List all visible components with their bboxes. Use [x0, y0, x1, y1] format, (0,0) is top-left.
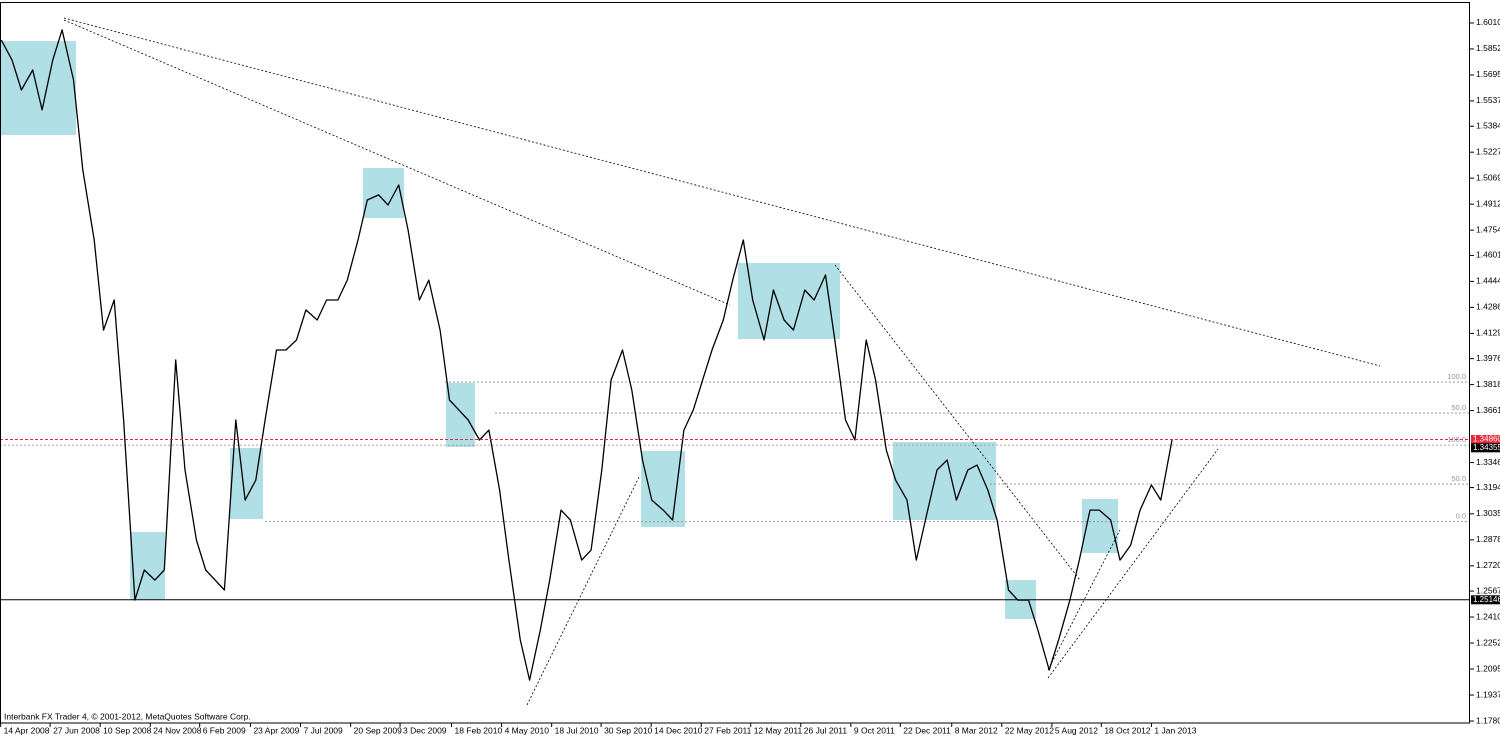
x-tick-label: 1 Jan 2013: [1154, 725, 1196, 735]
y-tick-label: 1.27205: [1476, 560, 1500, 570]
y-tick-label: 1.56950: [1476, 69, 1500, 79]
level-label: 0.0: [1456, 512, 1466, 521]
y-tick-label: 1.52270: [1476, 146, 1500, 156]
x-tick-label: 8 Mar 2012: [955, 725, 998, 735]
y-tick-label: 1.17800: [1476, 715, 1500, 725]
zone: [446, 383, 475, 447]
price-tag: [1471, 595, 1500, 605]
x-tick-label: 12 May 2011: [754, 725, 803, 735]
price-tag-label: 1.25146: [1473, 595, 1500, 604]
x-tick-label: 10 Sep 2008: [103, 725, 151, 735]
x-tick-label: 7 Jul 2009: [304, 725, 343, 735]
y-tick-label: 1.22525: [1476, 637, 1500, 647]
level-label: 100.0: [1447, 372, 1466, 381]
plot-frame: [0, 2, 1470, 724]
y-tick-label: 1.33460: [1476, 457, 1500, 467]
zone: [363, 168, 404, 218]
x-tick-label: 23 Apr 2009: [253, 725, 299, 735]
x-tick-label: 18 Oct 2012: [1104, 725, 1151, 735]
trendline: [63, 19, 731, 306]
x-tick-label: 22 May 2012: [1005, 725, 1054, 735]
x-tick-label: 20 Sep 2009: [354, 725, 402, 735]
y-tick-label: 1.41290: [1476, 328, 1500, 338]
x-tick-label: 27 Feb 2011: [704, 725, 751, 735]
level-label: 50.0: [1451, 474, 1466, 483]
y-tick-label: 1.50695: [1476, 172, 1500, 182]
x-tick-label: 22 Dec 2011: [903, 725, 951, 735]
x-tick-label: 27 Jun 2008: [53, 725, 100, 735]
y-tick-label: 1.42865: [1476, 302, 1500, 312]
zone: [130, 532, 165, 600]
x-tick-label: 18 Feb 2010: [454, 725, 502, 735]
x-tick-label: 30 Sep 2010: [604, 725, 652, 735]
y-tick-label: 1.44440: [1476, 276, 1500, 286]
trendline: [526, 474, 641, 706]
x-tick-label: 24 Nov 2008: [153, 725, 201, 735]
price-tag-label: 1.34860: [1473, 435, 1500, 444]
zone: [893, 442, 996, 520]
zone: [0, 41, 76, 135]
trendline: [63, 17, 1381, 367]
price-tag: [1471, 443, 1500, 453]
y-tick-label: 1.47545: [1476, 224, 1500, 234]
x-tick-label: 18 Jul 2010: [555, 725, 599, 735]
y-tick-label: 1.46015: [1476, 250, 1500, 260]
y-tick-label: 1.55375: [1476, 95, 1500, 105]
x-tick-label: 6 Feb 2009: [203, 725, 246, 735]
zone: [738, 263, 840, 339]
zone: [230, 448, 263, 519]
y-tick-label: 1.25675: [1476, 585, 1500, 595]
y-tick-label: 1.31945: [1476, 482, 1500, 492]
trendlines: [63, 17, 1381, 706]
y-tick-label: 1.28780: [1476, 534, 1500, 544]
zone: [641, 451, 685, 527]
y-tick-label: 1.60100: [1476, 17, 1500, 27]
x-tick-label: 3 Dec 2009: [403, 725, 447, 735]
trendline: [834, 264, 1081, 581]
y-tick-label: 1.19375: [1476, 689, 1500, 699]
x-tick-label: 14 Dec 2010: [654, 725, 702, 735]
y-tick-label: 1.53840: [1476, 121, 1500, 131]
plot: 100.050.0100.050.00.01.601001.585251.569…: [0, 17, 1500, 735]
y-tick-label: 1.30355: [1476, 508, 1500, 518]
price-tag-label: 1.34355: [1473, 443, 1500, 452]
trendline: [1047, 448, 1219, 679]
y-tick-label: 1.39760: [1476, 353, 1500, 363]
x-tick-label: 14 Apr 2008: [4, 725, 50, 735]
level-label: 50.0: [1451, 403, 1466, 412]
y-tick-label: 1.38185: [1476, 379, 1500, 389]
zones: [0, 41, 1118, 619]
price-line: [0, 29, 1173, 681]
y-tick-label: 1.36610: [1476, 405, 1500, 415]
x-tick-label: 5 Aug 2012: [1055, 725, 1098, 735]
y-tick-label: 1.58525: [1476, 43, 1500, 53]
x-tick-label: 9 Oct 2011: [854, 725, 895, 735]
price-tag: [1471, 434, 1500, 444]
y-tick-label: 1.49120: [1476, 198, 1500, 208]
x-tick-label: 26 Jul 2011: [804, 725, 848, 735]
y-tick-label: 1.24100: [1476, 611, 1500, 621]
x-tick-label: 4 May 2010: [505, 725, 550, 735]
y-tick-label: 1.20950: [1476, 663, 1500, 673]
caption: Interbank FX Trader 4, © 2001-2012, Meta…: [4, 711, 251, 721]
